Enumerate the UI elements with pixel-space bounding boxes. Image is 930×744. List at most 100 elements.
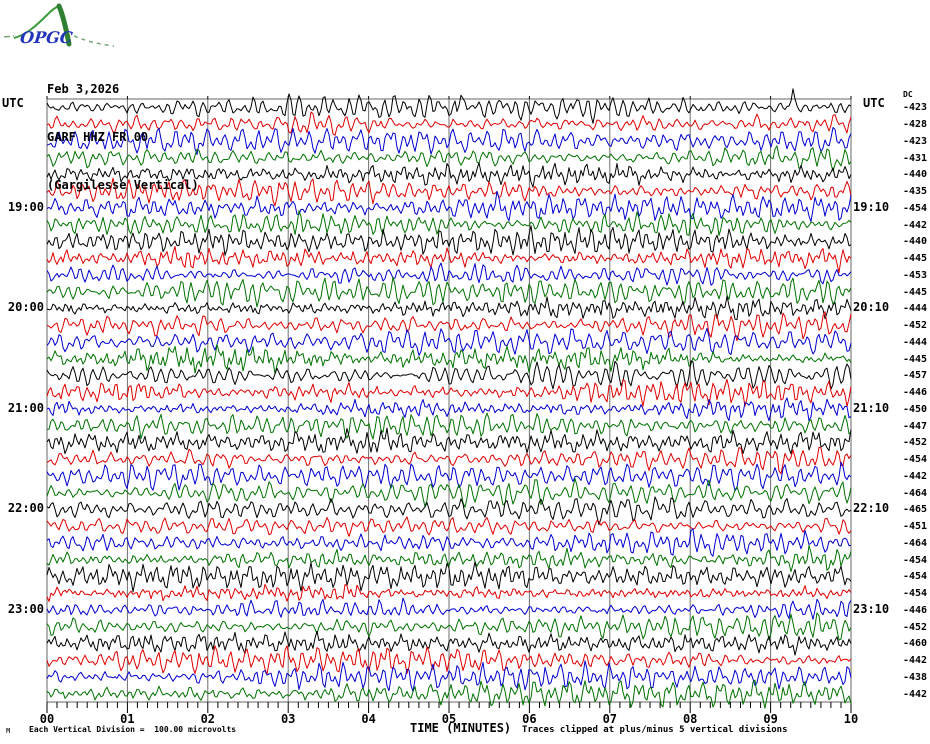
seismo-trace-red (46, 111, 852, 136)
dc-offset-value: -442 (903, 219, 928, 231)
seismo-trace-black (46, 162, 852, 188)
seismo-trace-blue (46, 528, 852, 557)
dc-offset-value: -452 (903, 320, 928, 332)
clip-note: Traces clipped at plus/minus 5 vertical … (522, 725, 788, 735)
logo-right-dash (73, 35, 115, 47)
dc-offset-value: -444 (903, 303, 928, 315)
seismo-trace-blue (46, 397, 852, 422)
dc-offset-value: -454 (903, 571, 928, 583)
seismo-trace-blue (46, 327, 852, 356)
hour-label-left: 23:00 (7, 601, 44, 616)
hour-label-left: 20:00 (7, 300, 44, 315)
dc-offset-value: -444 (903, 336, 928, 348)
seismo-trace-blue (46, 461, 852, 492)
dc-offset-value: -442 (903, 470, 928, 482)
x-axis-tick-label: 03 (280, 712, 296, 726)
dc-offset-value: -442 (903, 655, 928, 667)
dc-offset-value: -445 (903, 353, 928, 365)
dc-offset-value: -464 (903, 537, 928, 549)
dc-offset-value: -446 (903, 387, 928, 399)
hour-label-left: 22:00 (7, 501, 44, 516)
dc-offset-value: -451 (903, 521, 928, 533)
hour-label-right: 20:10 (853, 300, 890, 315)
seismo-trace-blue (46, 660, 852, 692)
x-axis-tick-label: 08 (682, 712, 698, 726)
logo-rising-curve (13, 5, 60, 39)
seismo-trace-blue (46, 597, 852, 620)
dc-offset-value: -452 (903, 437, 928, 449)
seismo-trace-black (46, 561, 852, 593)
seismo-trace-blue (46, 190, 852, 223)
seismo-trace-red (46, 446, 852, 475)
logo-text: OPGC (19, 28, 74, 47)
x-axis-tick-label: 02 (200, 712, 216, 726)
x-axis-tick-label: 05 (441, 712, 457, 726)
corner-glyph: M (6, 727, 11, 735)
header-description: (Gargilesse Vertical) (47, 178, 199, 192)
seismo-trace-green (46, 478, 852, 508)
dc-offset-value: -454 (903, 554, 928, 566)
dc-offset-value: -431 (903, 152, 928, 164)
seismo-trace-red (46, 516, 852, 537)
dc-column-header: DC (903, 90, 913, 99)
dc-offset-value: -423 (903, 135, 928, 147)
seismo-trace-green (46, 544, 852, 572)
dc-offset-value: -440 (903, 236, 928, 248)
dc-offset-value: -442 (903, 688, 928, 700)
seismo-trace-red (46, 583, 852, 602)
dc-offset-value: -435 (903, 186, 928, 198)
x-axis-tick-label: 06 (522, 712, 537, 726)
vertical-division-note: Each Vertical Division = 100.00 microvol… (29, 725, 237, 734)
header-date: Feb 3,2026 (47, 82, 120, 96)
hour-label-right: 19:10 (853, 199, 890, 214)
dc-offset-value: -447 (903, 420, 928, 432)
hour-label-right: 21:10 (853, 400, 890, 415)
dc-offset-value: -446 (903, 604, 928, 616)
seismo-trace-black (46, 295, 852, 321)
hour-label-left: 19:00 (7, 199, 44, 214)
x-axis-tick-label: 07 (602, 712, 618, 726)
seismo-trace-black (46, 496, 852, 526)
seismo-trace-black (46, 630, 852, 656)
dc-offset-value: -454 (903, 454, 928, 466)
header-station: GARF HHZ FR 00 (47, 130, 149, 144)
seismo-trace-black (46, 360, 852, 390)
x-axis-tick-label: 01 (120, 712, 135, 726)
logo-thick-stroke (56, 3, 72, 47)
seismo-trace-red (46, 311, 852, 342)
seismo-trace-green (46, 145, 852, 172)
seismo-trace-green (47, 412, 852, 440)
dc-offset-value: -450 (903, 403, 928, 415)
dc-offset-value: -438 (903, 671, 928, 683)
hour-label-right: 23:10 (853, 601, 890, 616)
seismo-trace-black (46, 88, 852, 124)
dc-offset-value: -453 (903, 269, 928, 281)
seismo-trace-black (46, 427, 852, 455)
dc-offset-value: -440 (903, 169, 928, 181)
seismo-trace-black (46, 225, 852, 256)
x-axis-title: TIME (MINUTES) (410, 721, 512, 735)
seismo-trace-red (46, 378, 852, 407)
utc-label-left: UTC (2, 96, 24, 110)
hour-label-left: 21:00 (7, 400, 44, 415)
dc-offset-value: -423 (903, 102, 928, 114)
x-axis-tick-label: 10 (843, 712, 859, 726)
dc-offset-value: -457 (903, 370, 928, 382)
dc-offset-value: -445 (903, 253, 928, 265)
seismo-trace-red (46, 246, 852, 274)
seismo-trace-red (46, 177, 852, 207)
x-axis-tick-label: 09 (763, 712, 778, 726)
logo-left-dash (3, 35, 15, 38)
dc-offset-value: -465 (903, 504, 928, 516)
dc-offset-value: -454 (903, 202, 928, 214)
opgc-logo: OPGC (3, 3, 115, 47)
seismo-trace-green (46, 343, 852, 375)
dc-offset-value: -454 (903, 588, 928, 600)
seismo-trace-green (46, 679, 852, 709)
seismo-trace-green (46, 612, 852, 641)
seismo-trace-red (46, 645, 852, 675)
seismo-trace-green (46, 210, 852, 236)
seismo-trace-blue (46, 127, 852, 155)
